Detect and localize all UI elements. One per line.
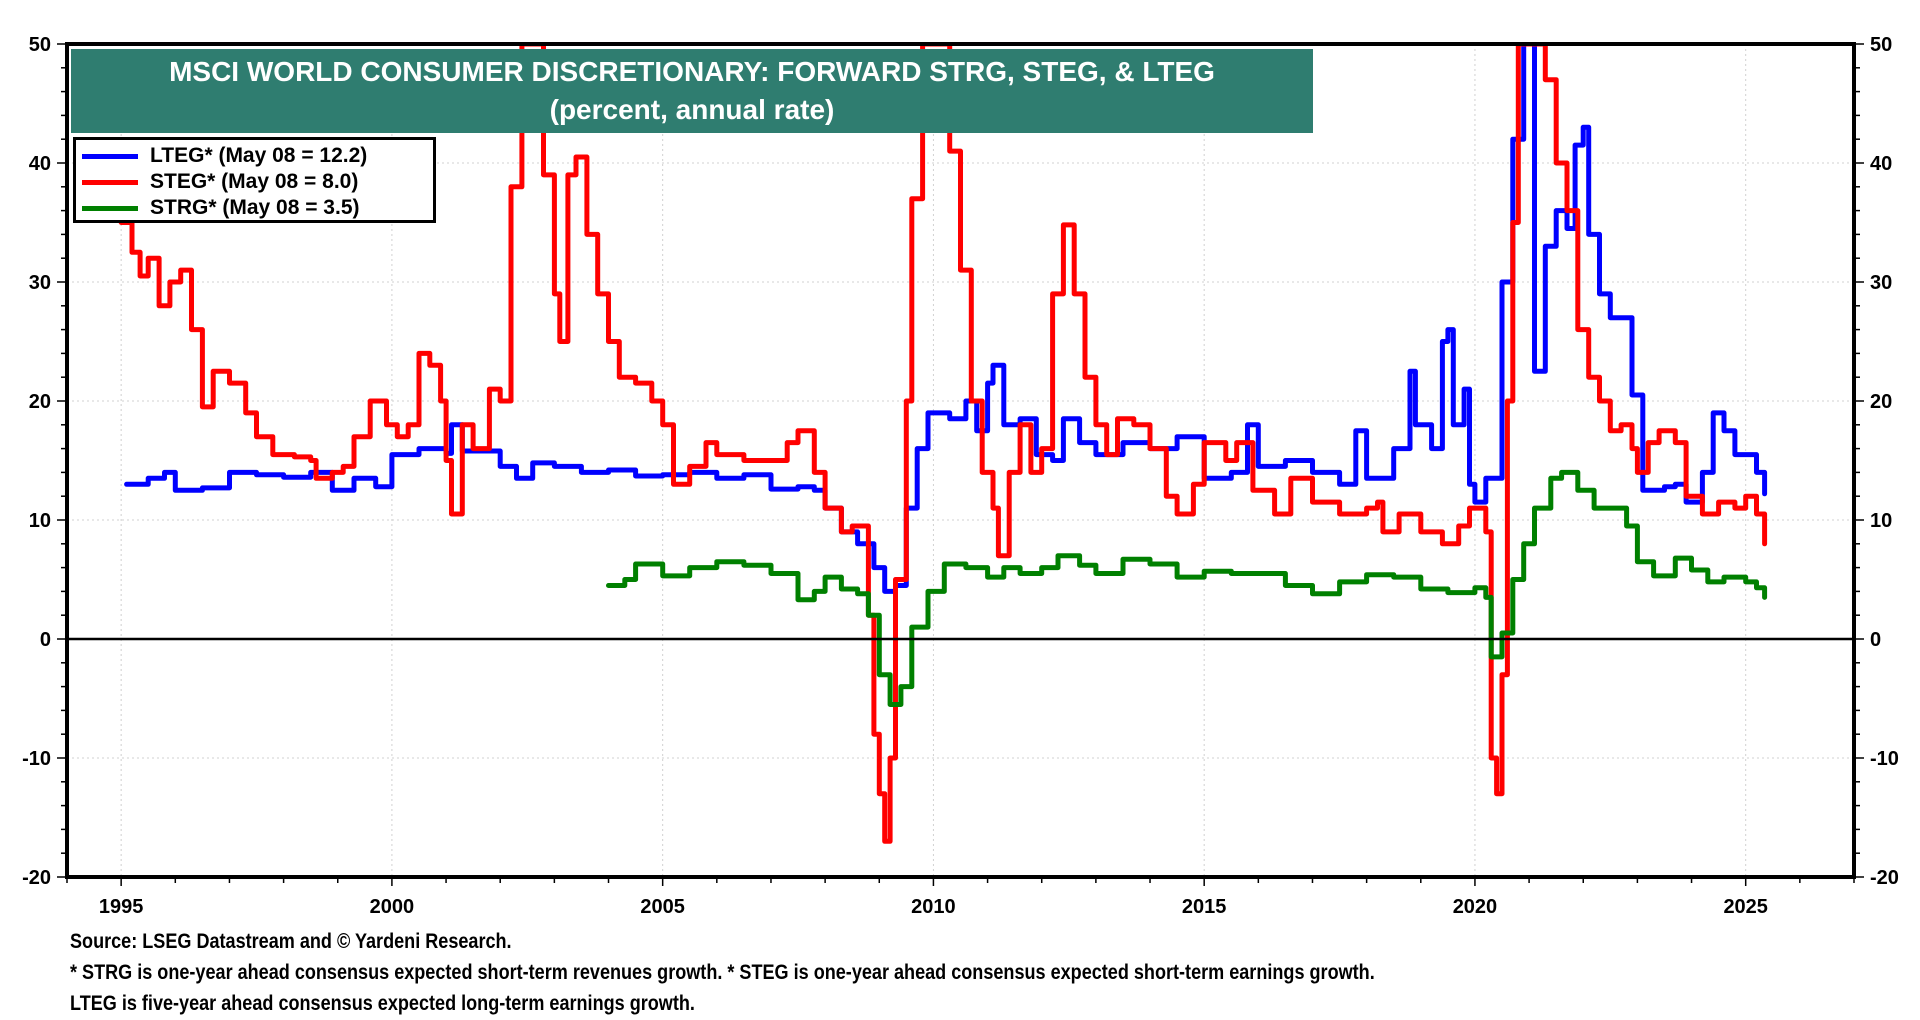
y-tick-label-right: 20	[1870, 391, 1892, 413]
y-tick-label-right: 50	[1870, 34, 1892, 56]
x-tick-label: 2025	[1723, 896, 1768, 918]
y-tick-label-left: 40	[29, 153, 51, 175]
source-note: Source: LSEG Datastream and © Yardeni Re…	[70, 930, 512, 953]
y-tick-label-left: -20	[22, 867, 51, 889]
legend-item-lteg: LTEG* (May 08 = 12.2)	[82, 143, 433, 169]
x-axis: 1995 2000 2005 2010 2015 2020 2025	[66, 877, 1855, 918]
legend-label-strg: STRG* (May 08 = 3.5)	[150, 196, 360, 219]
legend: LTEG* (May 08 = 12.2) STEG* (May 08 = 8.…	[73, 137, 436, 223]
left-y-axis: -20 -10 0 10 20 30 40 50	[22, 34, 67, 889]
footnotes: Source: LSEG Datastream and © Yardeni Re…	[70, 926, 1587, 1019]
y-tick-label-right: 40	[1870, 153, 1892, 175]
y-tick-label-right: 0	[1870, 629, 1881, 651]
chart-title-line1: MSCI WORLD CONSUMER DISCRETIONARY: FORWA…	[169, 56, 1215, 87]
legend-item-steg: STEG* (May 08 = 8.0)	[82, 169, 433, 195]
y-tick-label-left: 10	[29, 510, 51, 532]
series-line-lteg	[124, 44, 1768, 594]
chart-title-line2: (percent, annual rate)	[549, 94, 835, 125]
series-line-strg	[606, 469, 1768, 707]
y-tick-label-right: 10	[1870, 510, 1892, 532]
x-tick-label: 2020	[1453, 896, 1498, 918]
chart-title: MSCI WORLD CONSUMER DISCRETIONARY: FORWA…	[71, 49, 1313, 133]
definition-note-strg-steg: * STRG is one-year ahead consensus expec…	[70, 961, 1375, 984]
legend-item-strg: STRG* (May 08 = 3.5)	[82, 195, 433, 221]
y-tick-label-right: 30	[1870, 272, 1892, 294]
y-tick-label-left: 0	[40, 629, 51, 651]
y-tick-label-right: -10	[1870, 748, 1899, 770]
x-tick-label: 2010	[911, 896, 956, 918]
x-tick-label: 1995	[99, 896, 144, 918]
legend-swatch-strg	[82, 205, 138, 211]
y-tick-label-left: 20	[29, 391, 51, 413]
legend-swatch-lteg	[82, 153, 138, 159]
y-tick-label-right: -20	[1870, 867, 1899, 889]
x-tick-label: 2015	[1182, 896, 1227, 918]
y-tick-label-left: -10	[22, 748, 51, 770]
definition-note-lteg: LTEG is five-year ahead consensus expect…	[70, 992, 695, 1015]
legend-label-lteg: LTEG* (May 08 = 12.2)	[150, 144, 368, 167]
y-tick-label-left: 50	[29, 34, 51, 56]
plot-frame	[65, 42, 1856, 879]
x-tick-label: 2000	[370, 896, 415, 918]
right-y-axis: -20 -10 0 10 20 30 40 50	[1854, 34, 1899, 889]
legend-swatch-steg	[82, 179, 138, 185]
y-tick-label-left: 30	[29, 272, 51, 294]
legend-label-steg: STEG* (May 08 = 8.0)	[150, 170, 359, 193]
x-tick-label: 2005	[640, 896, 685, 918]
